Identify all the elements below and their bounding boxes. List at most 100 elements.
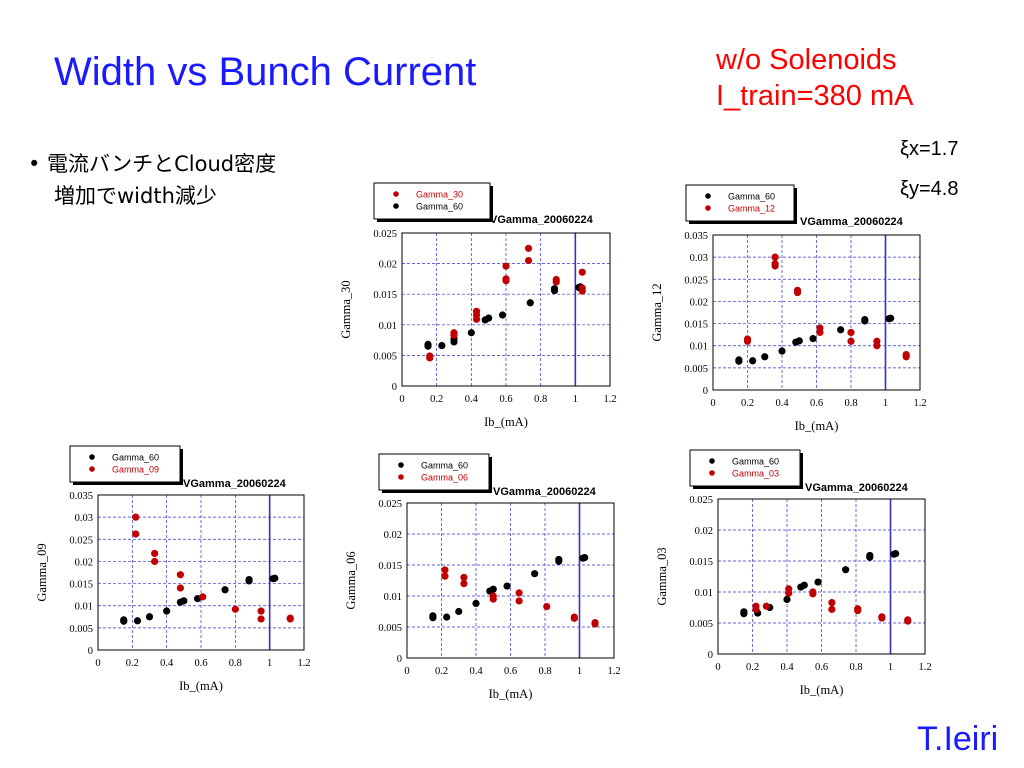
chart-gamma-03: 0 0.2 0.4 0.6 0.8 1 1.2 0 0.005 0.01 0.015 0.02 0.02… — [655, 449, 932, 697]
y-tick-label: 0.01 — [384, 592, 402, 603]
x-tick-label: 1 — [888, 662, 893, 673]
data-point-gamma-12 — [743, 337, 752, 345]
data-point-gamma-60 — [424, 342, 432, 350]
legend-marker — [398, 462, 404, 468]
x-tick-label: 1.2 — [607, 666, 620, 677]
y-tick-label: 0 — [392, 382, 397, 393]
data-point-gamma-03 — [828, 605, 836, 613]
data-point-gamma-09 — [132, 530, 140, 538]
condition-line-solenoids: w/o Solenoids — [716, 44, 897, 76]
data-point-gamma-60 — [145, 613, 154, 621]
data-point-gamma-03 — [904, 617, 912, 625]
y-axis-label: Gamma_30 — [339, 280, 353, 338]
x-tick-label: 0.6 — [194, 658, 207, 669]
data-point-gamma-06 — [515, 589, 523, 597]
x-tick-label: 0.4 — [775, 398, 789, 409]
x-tick-label: 0.8 — [844, 398, 857, 409]
data-point-gamma-60 — [485, 314, 493, 322]
data-point-gamma-30 — [552, 275, 560, 284]
data-point-gamma-09 — [176, 571, 184, 579]
y-tick-label: 0.025 — [684, 275, 708, 286]
data-point-gamma-60 — [887, 314, 895, 322]
x-tick-label: 0.8 — [538, 666, 551, 677]
legend-marker — [705, 193, 711, 199]
y-tick-label: 0.025 — [689, 495, 713, 506]
data-point-gamma-60 — [892, 549, 900, 558]
plot-frame — [712, 234, 921, 391]
plot-frame — [717, 498, 926, 655]
x-tick-label: 0.6 — [815, 662, 828, 673]
y-axis-label: Gamma_06 — [344, 551, 358, 609]
data-point-gamma-06 — [515, 597, 523, 605]
chart-gamma-12: 0 0.2 0.4 0.6 0.8 1 1.2 0 0.005 0.01 0.015 0.02 0.02… — [650, 184, 927, 433]
legend-label: Gamma_60 — [732, 457, 779, 467]
data-point-gamma-60 — [800, 581, 808, 589]
x-tick-label: 0.6 — [504, 666, 517, 677]
chart-title: VGamma_20060224 — [800, 216, 904, 228]
data-point-gamma-12 — [847, 337, 855, 345]
data-point-gamma-03 — [828, 598, 836, 607]
data-point-gamma-60 — [735, 357, 743, 365]
x-tick-label: 1 — [267, 658, 272, 669]
x-axis-label: Ib_(mA) — [489, 687, 533, 701]
y-tick-label: 0.03 — [75, 513, 93, 524]
data-point-gamma-30 — [502, 262, 510, 270]
data-point-gamma-06 — [543, 602, 551, 611]
data-point-gamma-09 — [231, 605, 239, 613]
data-point-gamma-03 — [752, 605, 760, 613]
x-tick-label: 0.4 — [160, 658, 174, 669]
data-point-gamma-60 — [429, 614, 437, 622]
y-tick-label: 0 — [703, 386, 708, 397]
data-point-gamma-30 — [472, 307, 481, 315]
data-point-gamma-06 — [570, 614, 578, 622]
x-tick-label: 0 — [715, 662, 720, 673]
data-point-gamma-60 — [180, 597, 188, 605]
y-tick-label: 0.015 — [373, 290, 397, 301]
data-point-gamma-60 — [443, 613, 451, 621]
data-point-gamma-06 — [441, 566, 449, 574]
data-point-gamma-60 — [795, 337, 803, 345]
data-point-gamma-09 — [151, 557, 159, 566]
data-point-gamma-60 — [120, 617, 128, 625]
y-tick-label: 0.025 — [69, 535, 93, 546]
condition-text: w/o Solenoids I_train=380 mA — [716, 42, 913, 114]
legend-box — [373, 182, 491, 220]
y-tick-label: 0.02 — [384, 530, 402, 541]
chart-gamma-09: 0 0.2 0.4 0.6 0.8 1 1.2 0 0.005 0.01 0.015 0.02 0.02… — [35, 445, 311, 693]
x-tick-label: 0 — [710, 398, 715, 409]
author-name: T.Ieiri — [917, 720, 999, 758]
y-tick-label: 0.02 — [75, 557, 93, 568]
plot-frame — [97, 494, 305, 651]
x-tick-label: 1.2 — [297, 658, 310, 669]
data-point-gamma-12 — [771, 253, 779, 261]
y-tick-label: 0.02 — [690, 297, 708, 308]
data-point-gamma-60 — [455, 607, 463, 616]
data-point-gamma-12 — [771, 262, 779, 270]
x-axis-label: Ib_(mA) — [800, 683, 844, 697]
bullet-line-1: • 電流バンチとCloud密度 — [28, 152, 277, 176]
plot-frame — [401, 232, 611, 387]
data-point-gamma-30 — [524, 244, 533, 252]
data-point-gamma-30 — [578, 284, 586, 292]
x-tick-label: 0.8 — [534, 394, 547, 405]
legend-label: Gamma_60 — [421, 461, 468, 471]
slide-title: Width vs Bunch Current — [54, 50, 477, 94]
chart-gamma-06: 0 0.2 0.4 0.6 0.8 1 1.2 0 0.005 0.01 0.015 0.02 0.02… — [344, 453, 621, 701]
condition-line-current: I_train=380 mA — [716, 80, 914, 112]
data-point-gamma-60 — [861, 315, 869, 324]
chart-title: VGamma_20060224 — [493, 486, 597, 498]
y-tick-label: 0.02 — [379, 260, 397, 271]
data-point-gamma-60 — [472, 599, 480, 608]
data-point-gamma-03 — [854, 607, 862, 615]
chart-title: VGamma_20060224 — [183, 478, 287, 490]
y-axis-label: Gamma_03 — [655, 547, 669, 605]
data-point-gamma-60 — [163, 607, 171, 615]
data-point-gamma-06 — [460, 573, 468, 582]
y-tick-label: 0 — [397, 654, 402, 665]
x-tick-label: 0.2 — [746, 662, 759, 673]
x-tick-label: 1.2 — [918, 662, 931, 673]
data-point-gamma-03 — [785, 589, 793, 597]
data-point-gamma-60 — [467, 329, 475, 337]
legend-box — [689, 449, 801, 487]
data-point-gamma-60 — [814, 578, 822, 586]
